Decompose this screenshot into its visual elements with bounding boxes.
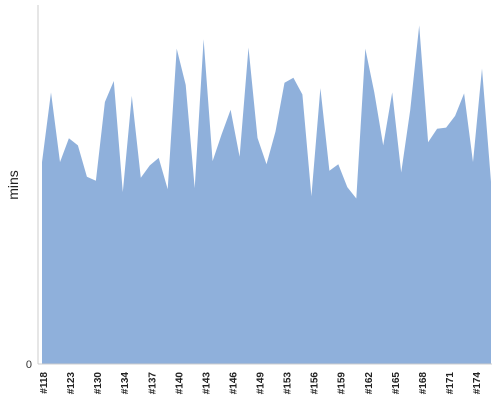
x-tick-label: #137 xyxy=(147,372,158,395)
x-tick-label: #123 xyxy=(66,372,77,395)
series-area xyxy=(42,25,491,365)
x-tick-label: #140 xyxy=(174,372,185,395)
x-tick-label: #146 xyxy=(228,372,239,395)
y-axis-label: mins xyxy=(5,170,21,200)
x-tick-labels: #118 #123 #130 #134 #137 #140 #143 #146 #149 #153… xyxy=(39,372,483,395)
x-tick-label: #149 xyxy=(256,372,267,395)
x-tick-label: #156 xyxy=(310,372,321,395)
x-tick-label: #174 xyxy=(472,372,483,395)
x-tick-label: #165 xyxy=(391,372,402,395)
x-tick-label: #134 xyxy=(120,372,131,395)
x-tick-label: #118 xyxy=(39,372,50,394)
x-tick-label: #168 xyxy=(418,372,429,395)
x-tick-label: #171 xyxy=(445,372,456,395)
x-tick-label: #153 xyxy=(283,372,294,395)
x-tick-label: #159 xyxy=(337,372,348,395)
x-tick-label: #162 xyxy=(364,372,375,395)
x-tick-label: #143 xyxy=(201,372,212,395)
y-tick-label: 0 xyxy=(26,359,32,371)
plot-area xyxy=(42,25,491,365)
x-tick-label: #130 xyxy=(93,372,104,395)
y-tick-labels: 0 xyxy=(26,359,32,371)
